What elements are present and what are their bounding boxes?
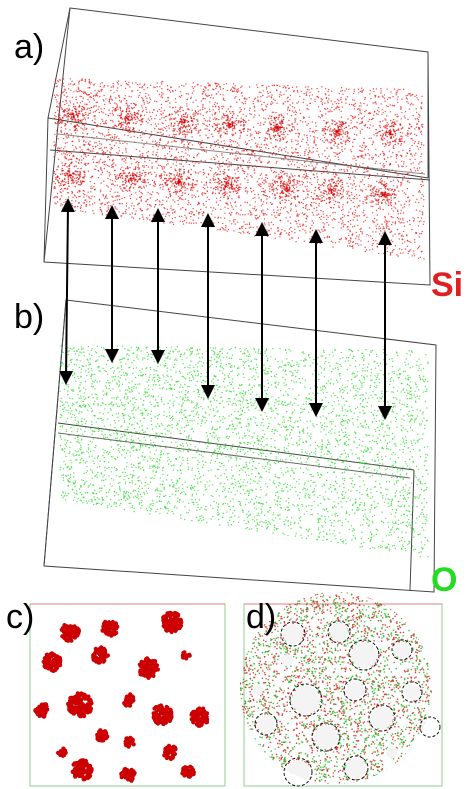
- arrow-1: [59, 198, 75, 385]
- cluster-outline: [283, 757, 313, 787]
- cluster-outline: [419, 716, 441, 738]
- cluster-outline: [401, 681, 423, 703]
- element-label-si: Si: [431, 266, 464, 304]
- cluster-outline: [327, 620, 351, 644]
- cluster-outline: [343, 755, 369, 781]
- correspondence-arrows: [59, 198, 392, 420]
- cluster-outline-circles: [254, 620, 441, 787]
- cluster-outline: [289, 683, 323, 717]
- o-point-cloud: [59, 345, 429, 558]
- cluster-outline: [391, 639, 413, 661]
- element-label-o: O: [431, 561, 458, 599]
- cluster-outline: [280, 621, 306, 647]
- panel-label-c: c): [6, 598, 35, 636]
- cluster-outline: [343, 678, 367, 702]
- cluster-outline: [368, 704, 396, 732]
- cluster-outline: [348, 639, 380, 671]
- panel-label-d: d): [246, 598, 277, 636]
- si-cluster-map: [33, 610, 210, 783]
- si-point-cloud: [53, 78, 425, 260]
- simulation-box-b: [43, 299, 437, 593]
- cluster-outline: [311, 722, 341, 752]
- panel-label-b: b): [14, 298, 45, 336]
- cluster-outline: [254, 712, 278, 736]
- panel-label-a: a): [14, 28, 45, 66]
